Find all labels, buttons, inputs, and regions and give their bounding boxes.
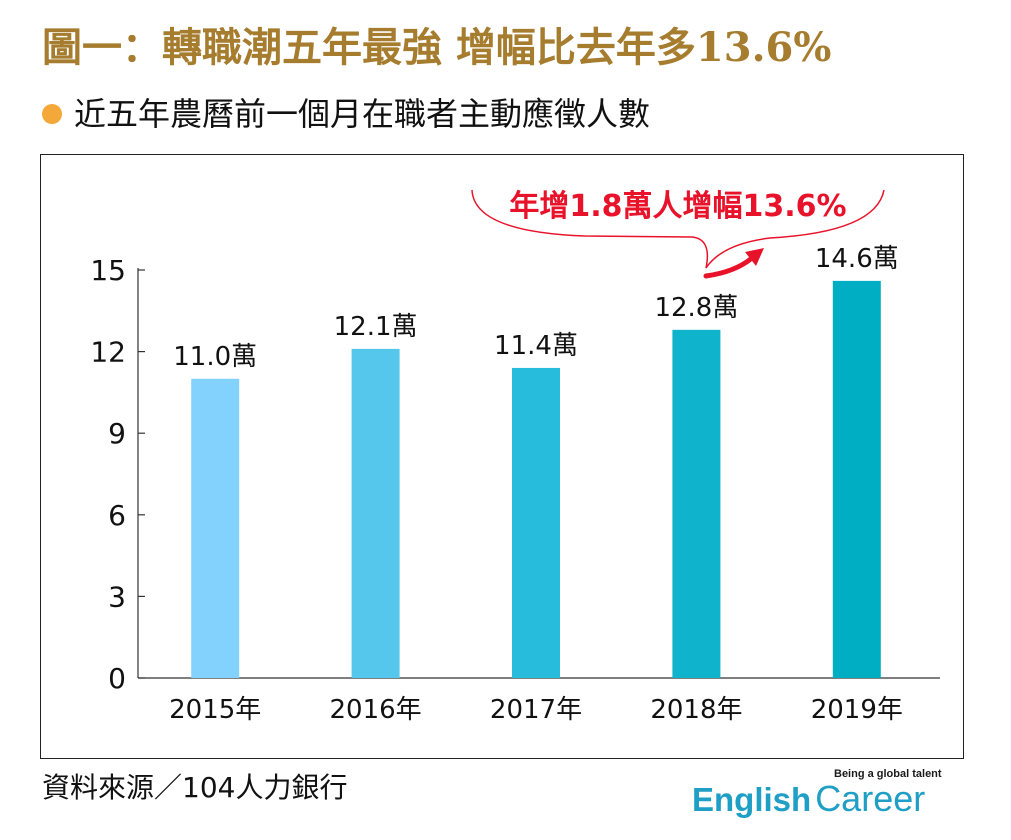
y-tick-label-0: 0 [108,662,126,695]
bar-1 [351,348,400,678]
growth-arrowhead-icon [745,248,764,266]
growth-arrow-icon [703,255,755,279]
callout-annotation: 年增1.8萬人增幅13.6% [509,189,846,224]
data-label-0: 11.0萬 [173,342,257,372]
data-label-4: 14.6萬 [815,244,899,274]
subtitle-row: 近五年農曆前一個月在職者主動應徵人數 [42,92,650,136]
callout-bracket [471,189,885,269]
chart-title: 圖一：轉職潮五年最強 增幅比去年多13.6% [42,24,832,71]
y-tick-label-4: 12 [90,336,126,369]
brand-tagline: Being a global talent [834,768,942,780]
bar-2 [512,367,560,678]
data-label-3: 12.8萬 [654,293,738,323]
axis-layer: 0 3 6 9 12 15 [90,254,940,695]
y-tick-label-1: 3 [108,580,126,613]
data-label-1: 12.1萬 [334,312,418,342]
x-tick-label-3: 2018年 [650,695,742,725]
brand-name: English Career [692,778,925,820]
source-note: 資料來源／104人力銀行 [42,771,348,804]
bar-4 [832,280,881,678]
callout-layer: 年增1.8萬人增幅13.6% [471,189,885,279]
brand-word-career: Career [815,778,926,819]
x-tick-label-2: 2017年 [490,695,582,725]
x-tick-label-1: 2016年 [330,695,422,725]
brand-word-english: English [692,781,812,818]
y-tick-label-5: 15 [90,254,126,287]
y-tick-label-3: 9 [108,417,126,450]
bullet-dot-icon [42,104,62,124]
chart-subtitle: 近五年農曆前一個月在職者主動應徵人數 [74,95,651,133]
bar-0 [191,378,240,678]
brand-logo: Being a global talent English Career [692,768,992,828]
x-tick-label-0: 2015年 [169,695,261,725]
x-tick-label-4: 2019年 [811,695,903,725]
bar-3 [672,329,721,678]
data-label-2: 11.4萬 [494,331,578,361]
bar-layer: 11.0萬 2015年 12.1萬 2016年 11.4萬 2017年 12.8萬 2018年… [169,244,903,725]
y-tick-label-2: 6 [108,499,126,532]
chart-frame [40,154,964,759]
